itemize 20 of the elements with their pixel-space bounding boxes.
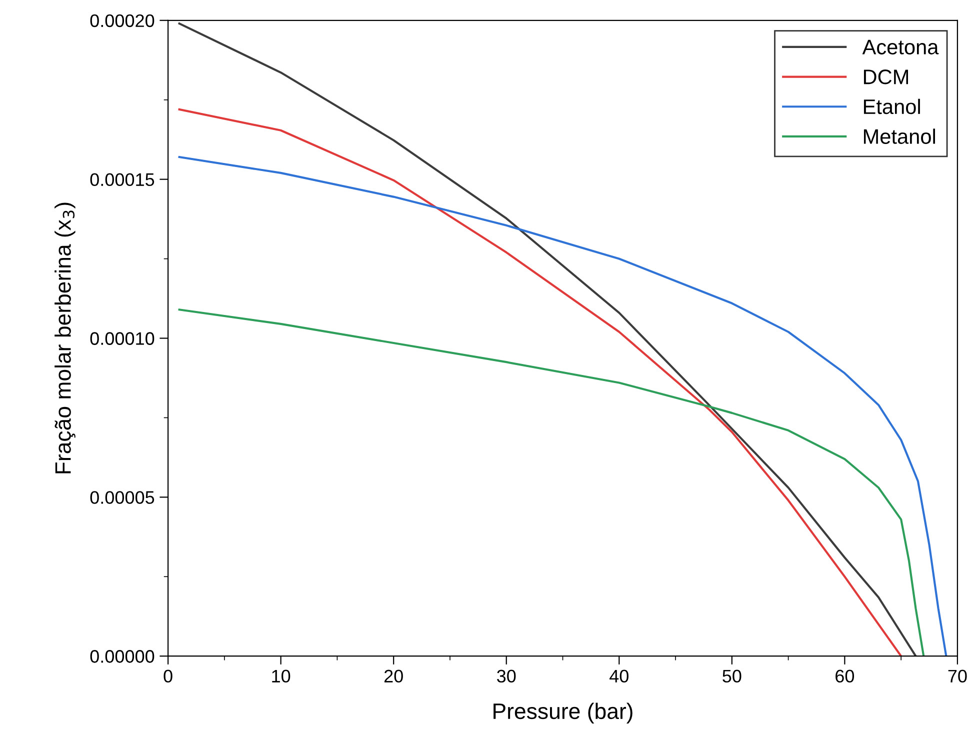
x-tick-label: 20: [384, 670, 403, 683]
x-tick-label: 0: [164, 670, 172, 683]
x-tick-label: 10: [272, 670, 290, 683]
y-tick-label: 0.00010: [90, 332, 154, 345]
legend-label: Metanol: [864, 128, 935, 144]
x-tick-label: 50: [722, 670, 742, 683]
y-tick-label: 0.00000: [90, 650, 154, 663]
x-tick-label: 30: [497, 670, 516, 683]
y-tick-label: 0.00005: [90, 491, 154, 504]
x-tick-label: 40: [610, 670, 628, 683]
x-axis-title: Pressure (bar): [494, 702, 632, 724]
x-tick-label: 70: [948, 670, 967, 683]
y-tick-label: 0.00015: [90, 173, 154, 186]
x-tick-label: 60: [836, 670, 854, 683]
legend-label: DCM: [864, 70, 908, 84]
legend-label: Etanol: [864, 98, 920, 114]
y-tick-label: 0.00020: [90, 14, 154, 28]
y-axis-title: Fração molar berberina (x$_{3}$): [54, 202, 76, 474]
legend-label: Acetona: [862, 40, 939, 54]
line-series: [178, 308, 925, 656]
